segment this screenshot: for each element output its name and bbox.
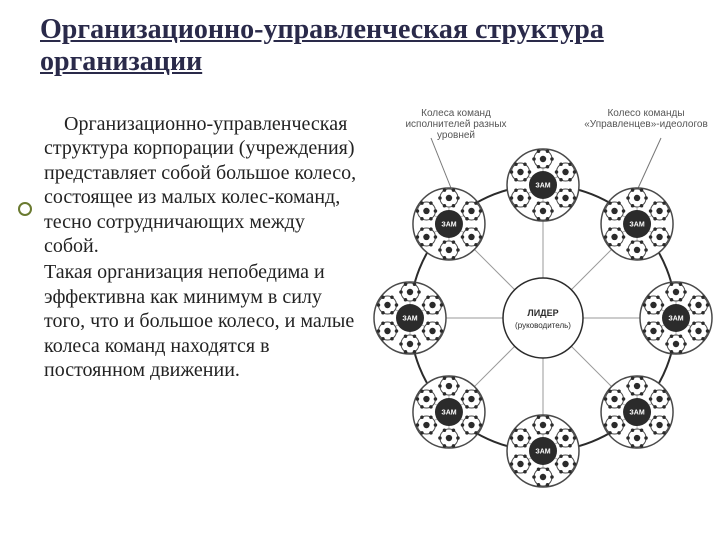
svg-text:ЗАМ: ЗАМ xyxy=(402,316,417,323)
paragraph-2: Такая организация непобедима и эффективн… xyxy=(44,260,359,382)
wheel-svg: ЗАМ ЗАМ ЗАМ ЗАМ ЗАМ ЗАМ ЗАМ ЗАМ ЛИДЕР (руководите… xyxy=(371,108,716,488)
page-title: Организационно-управленческая структура … xyxy=(40,14,700,78)
svg-text:(руководитель): (руководитель) xyxy=(515,321,571,330)
body-text: Организационно-управленческая структура … xyxy=(44,112,359,384)
svg-text:ЗАМ: ЗАМ xyxy=(441,410,456,417)
svg-text:ЗАМ: ЗАМ xyxy=(668,316,683,323)
svg-text:ЛИДЕР: ЛИДЕР xyxy=(527,308,558,318)
svg-text:ЗАМ: ЗАМ xyxy=(535,183,550,190)
bullet-icon xyxy=(18,202,32,216)
svg-text:ЗАМ: ЗАМ xyxy=(629,221,644,228)
paragraph-1: Организационно-управленческая структура … xyxy=(44,112,359,258)
svg-text:ЗАМ: ЗАМ xyxy=(535,449,550,456)
caption-right: Колесо команды «Управленцев»-идеологов xyxy=(576,108,716,130)
wheel-diagram: Колеса команд исполнителей разных уровне… xyxy=(371,108,716,488)
caption-left: Колеса команд исполнителей разных уровне… xyxy=(391,108,521,141)
svg-text:ЗАМ: ЗАМ xyxy=(441,221,456,228)
svg-text:ЗАМ: ЗАМ xyxy=(629,410,644,417)
